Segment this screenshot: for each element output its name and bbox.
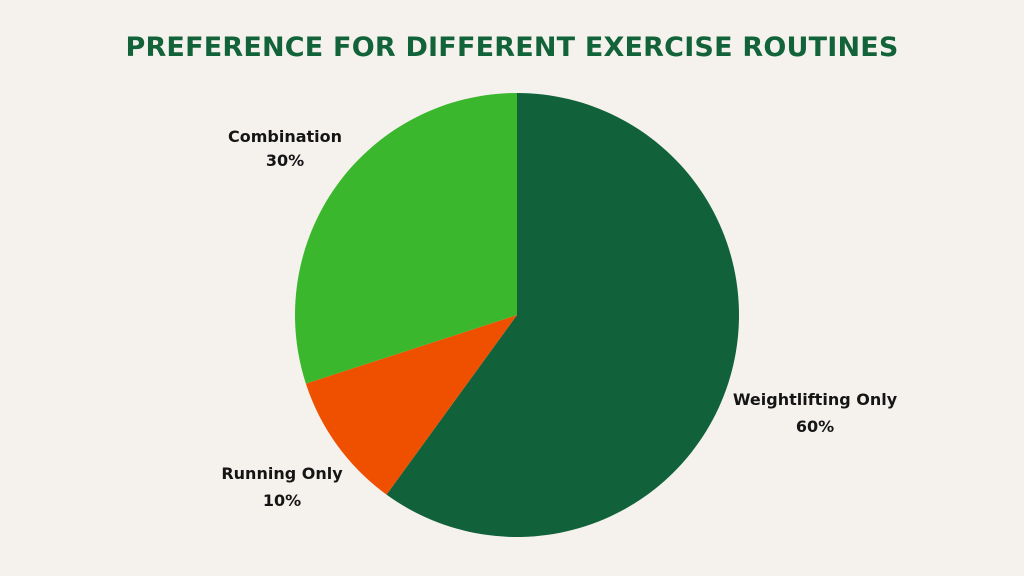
pie-slices (294, 92, 739, 537)
slice-label: Weightlifting Only (733, 390, 898, 409)
slice-label: Combination (228, 127, 342, 146)
slice-value-label: 30% (266, 151, 304, 170)
pie-slice-weightlifting-only (386, 93, 739, 537)
pie-slice-combination (294, 92, 517, 384)
slice-value-label: 60% (796, 417, 834, 436)
chart-title: PREFERENCE FOR DIFFERENT EXERCISE ROUTIN… (125, 32, 899, 63)
slice-label: Running Only (221, 464, 343, 483)
slice-value-label: 10% (263, 491, 301, 510)
pie-slice-running-only (305, 315, 517, 495)
slice-labels: Weightlifting Only 60% Running Only 10% Comb… (221, 127, 897, 510)
